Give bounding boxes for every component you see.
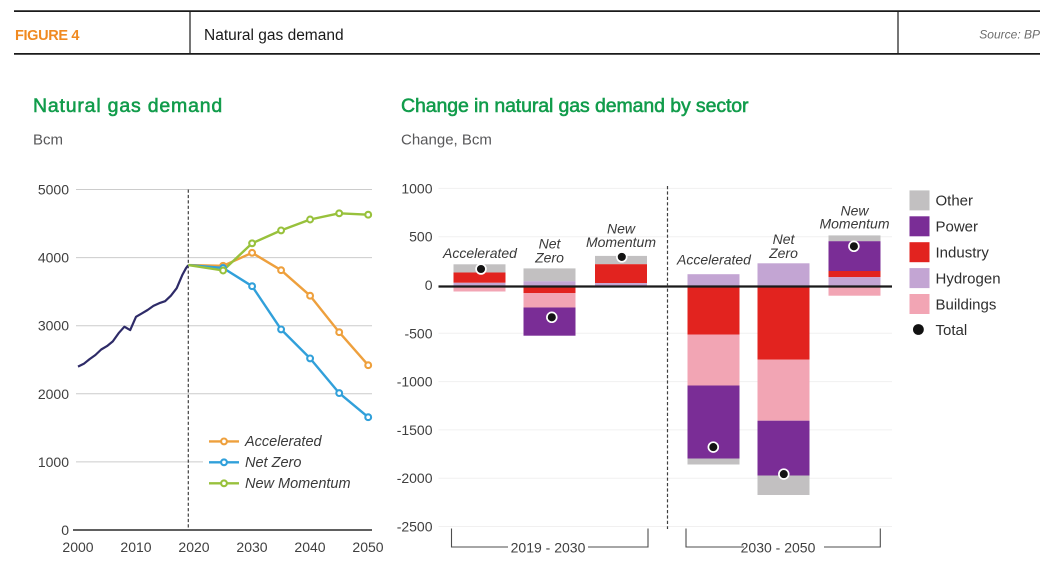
svg-text:2050: 2050: [352, 539, 383, 555]
svg-text:5000: 5000: [38, 182, 69, 198]
svg-text:New Momentum: New Momentum: [245, 476, 351, 492]
svg-text:Zero: Zero: [534, 250, 564, 266]
svg-text:Change, Bcm: Change, Bcm: [401, 132, 492, 149]
svg-text:Net Zero: Net Zero: [245, 455, 301, 471]
svg-text:2010: 2010: [120, 539, 151, 555]
svg-text:Natural gas demand: Natural gas demand: [33, 95, 223, 117]
svg-text:Natural gas demand: Natural gas demand: [204, 27, 344, 44]
svg-text:Accelerated: Accelerated: [676, 252, 752, 268]
svg-text:Power: Power: [936, 219, 979, 236]
svg-text:2000: 2000: [38, 386, 69, 402]
svg-text:Buildings: Buildings: [936, 296, 997, 313]
svg-text:-1000: -1000: [397, 374, 433, 390]
svg-text:Source: BP: Source: BP: [979, 28, 1040, 42]
svg-text:2030: 2030: [236, 539, 267, 555]
svg-text:Change in natural gas demand b: Change in natural gas demand by sector: [401, 95, 749, 117]
svg-text:New: New: [840, 203, 869, 219]
svg-text:Momentum: Momentum: [819, 216, 889, 232]
svg-text:2040: 2040: [294, 539, 325, 555]
svg-text:Net: Net: [773, 231, 796, 247]
svg-text:Industry: Industry: [936, 245, 990, 262]
svg-text:Other: Other: [936, 193, 974, 210]
svg-text:0: 0: [425, 277, 433, 293]
svg-text:2030 - 2050: 2030 - 2050: [741, 540, 816, 556]
svg-text:1000: 1000: [38, 454, 69, 470]
svg-text:-2500: -2500: [397, 519, 433, 535]
svg-text:2020: 2020: [178, 539, 209, 555]
svg-text:0: 0: [61, 522, 69, 538]
svg-text:Zero: Zero: [768, 245, 798, 261]
svg-text:1000: 1000: [401, 180, 432, 196]
svg-text:-2000: -2000: [397, 470, 433, 486]
svg-text:-500: -500: [404, 325, 432, 341]
svg-text:Momentum: Momentum: [586, 234, 656, 250]
svg-text:2000: 2000: [62, 539, 93, 555]
svg-text:New: New: [607, 221, 636, 237]
svg-text:4000: 4000: [38, 250, 69, 266]
svg-text:Bcm: Bcm: [33, 132, 63, 149]
svg-text:Accelerated: Accelerated: [442, 245, 518, 261]
svg-text:Total: Total: [936, 322, 968, 339]
svg-text:-1500: -1500: [397, 422, 433, 438]
svg-text:FIGURE 4: FIGURE 4: [15, 28, 79, 44]
svg-text:Net: Net: [539, 236, 562, 252]
svg-text:3000: 3000: [38, 318, 69, 334]
svg-text:Hydrogen: Hydrogen: [936, 270, 1001, 287]
svg-text:Accelerated: Accelerated: [244, 434, 323, 450]
svg-text:500: 500: [409, 229, 433, 245]
svg-text:2019 - 2030: 2019 - 2030: [511, 540, 586, 556]
